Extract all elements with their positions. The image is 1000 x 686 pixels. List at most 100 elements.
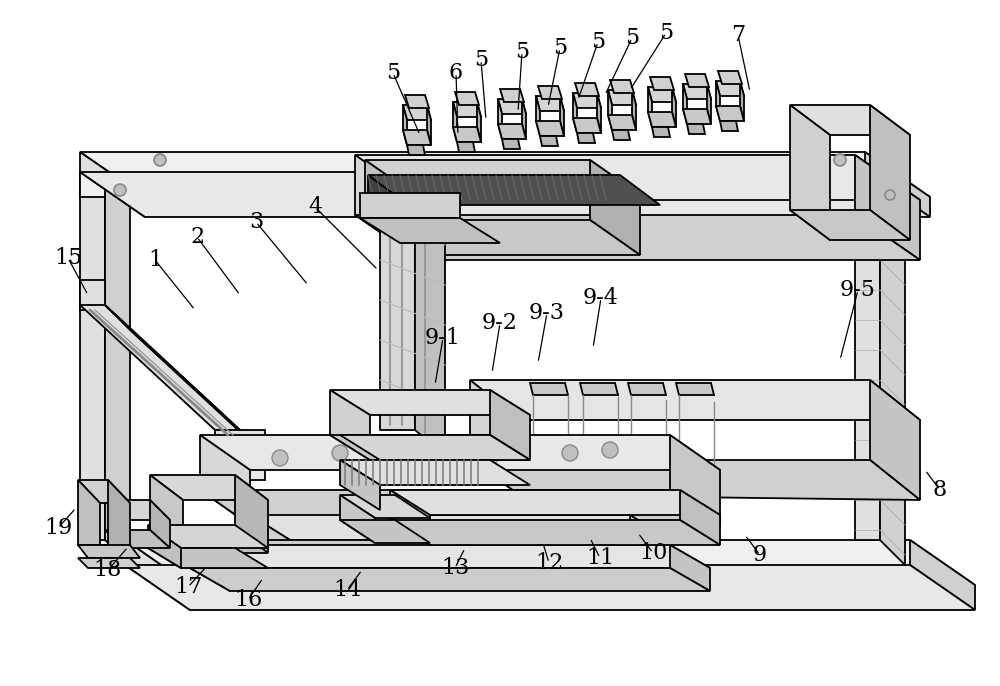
Polygon shape xyxy=(250,515,670,540)
Polygon shape xyxy=(200,490,720,525)
Polygon shape xyxy=(250,515,290,565)
Polygon shape xyxy=(390,490,720,515)
Polygon shape xyxy=(340,460,380,510)
Circle shape xyxy=(562,445,578,461)
Polygon shape xyxy=(390,520,720,545)
Circle shape xyxy=(114,184,126,196)
Polygon shape xyxy=(78,480,130,503)
Polygon shape xyxy=(200,435,250,525)
Polygon shape xyxy=(80,305,240,430)
Polygon shape xyxy=(608,115,636,130)
Polygon shape xyxy=(720,121,738,131)
Polygon shape xyxy=(403,130,431,145)
Polygon shape xyxy=(577,133,595,143)
Polygon shape xyxy=(790,105,910,135)
Polygon shape xyxy=(650,77,674,90)
Circle shape xyxy=(272,450,288,466)
Text: 14: 14 xyxy=(333,579,361,601)
Polygon shape xyxy=(148,548,268,568)
Polygon shape xyxy=(790,105,830,240)
Polygon shape xyxy=(536,121,564,136)
Text: 10: 10 xyxy=(639,542,667,564)
Polygon shape xyxy=(470,380,920,420)
Polygon shape xyxy=(368,175,408,225)
Polygon shape xyxy=(200,435,720,470)
Polygon shape xyxy=(608,90,636,105)
Polygon shape xyxy=(340,495,375,543)
Polygon shape xyxy=(540,136,558,146)
Polygon shape xyxy=(340,495,430,518)
Text: 11: 11 xyxy=(586,547,614,569)
Polygon shape xyxy=(365,160,640,195)
Polygon shape xyxy=(355,155,420,240)
Polygon shape xyxy=(580,383,618,395)
Text: 5: 5 xyxy=(625,27,639,49)
Polygon shape xyxy=(560,96,564,136)
Polygon shape xyxy=(360,218,500,243)
Polygon shape xyxy=(573,93,577,133)
Polygon shape xyxy=(685,74,709,87)
Polygon shape xyxy=(78,480,100,565)
Polygon shape xyxy=(716,81,744,96)
Polygon shape xyxy=(502,139,520,149)
Polygon shape xyxy=(360,193,460,218)
Polygon shape xyxy=(80,172,105,540)
Text: 18: 18 xyxy=(94,559,122,581)
Text: 15: 15 xyxy=(54,247,82,269)
Polygon shape xyxy=(716,81,720,121)
Polygon shape xyxy=(453,102,481,117)
Polygon shape xyxy=(870,380,920,500)
Polygon shape xyxy=(365,220,640,255)
Polygon shape xyxy=(538,86,562,99)
Polygon shape xyxy=(355,155,920,200)
Polygon shape xyxy=(80,152,930,197)
Polygon shape xyxy=(608,90,612,130)
Polygon shape xyxy=(80,152,145,217)
Polygon shape xyxy=(498,124,526,139)
Text: 3: 3 xyxy=(249,211,263,233)
Polygon shape xyxy=(628,383,666,395)
Polygon shape xyxy=(670,435,720,525)
Polygon shape xyxy=(150,475,183,553)
Polygon shape xyxy=(105,172,130,565)
Polygon shape xyxy=(427,105,431,145)
Polygon shape xyxy=(680,490,720,545)
Polygon shape xyxy=(80,172,105,197)
Circle shape xyxy=(402,452,418,468)
Polygon shape xyxy=(330,435,530,460)
Polygon shape xyxy=(108,480,130,565)
Text: 2: 2 xyxy=(190,226,204,248)
Polygon shape xyxy=(880,172,905,565)
Polygon shape xyxy=(105,305,265,455)
Polygon shape xyxy=(105,500,125,548)
Polygon shape xyxy=(457,142,475,152)
Polygon shape xyxy=(498,99,502,139)
Polygon shape xyxy=(676,383,714,395)
Text: 1: 1 xyxy=(148,249,162,271)
Polygon shape xyxy=(78,558,140,568)
Polygon shape xyxy=(78,545,130,565)
Polygon shape xyxy=(500,89,524,102)
Polygon shape xyxy=(683,84,711,99)
Polygon shape xyxy=(573,93,601,108)
Polygon shape xyxy=(80,280,105,310)
Polygon shape xyxy=(148,525,268,548)
Text: 7: 7 xyxy=(731,24,745,46)
Polygon shape xyxy=(707,84,711,124)
Polygon shape xyxy=(910,540,975,610)
Polygon shape xyxy=(125,540,975,585)
Circle shape xyxy=(834,154,846,166)
Polygon shape xyxy=(340,460,530,485)
Polygon shape xyxy=(150,528,268,553)
Polygon shape xyxy=(215,460,265,480)
Polygon shape xyxy=(630,515,670,565)
Polygon shape xyxy=(150,475,268,500)
Polygon shape xyxy=(648,112,676,127)
Polygon shape xyxy=(148,525,181,568)
Text: 4: 4 xyxy=(308,196,322,218)
Polygon shape xyxy=(403,105,407,145)
Circle shape xyxy=(602,442,618,458)
Circle shape xyxy=(332,445,348,461)
Text: 9-5: 9-5 xyxy=(840,279,876,301)
Polygon shape xyxy=(380,195,415,430)
